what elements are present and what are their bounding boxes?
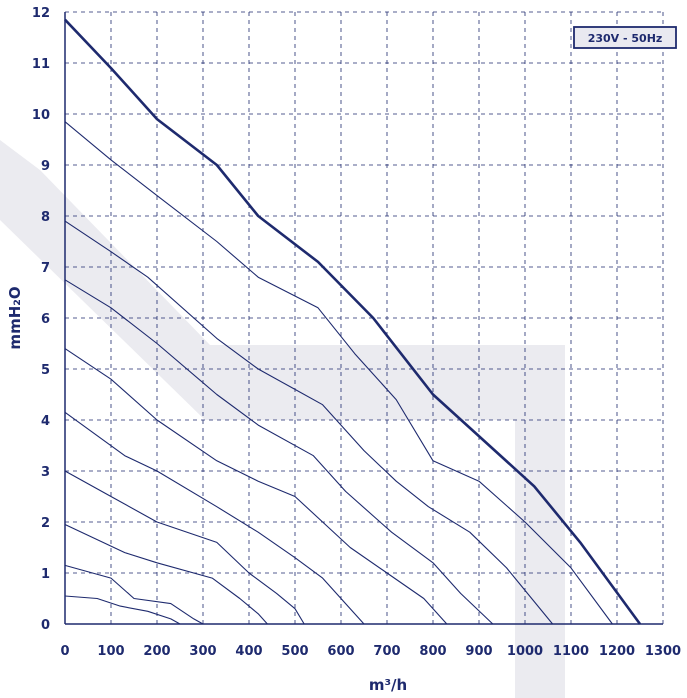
x-tick-label: 1100 — [553, 644, 589, 659]
y-tick-label: 12 — [32, 6, 50, 21]
voltage-badge-label: 230V - 50Hz — [588, 32, 663, 45]
x-tick-label: 0 — [60, 644, 69, 659]
x-tick-label: 400 — [235, 644, 262, 659]
series-line-3 — [64, 279, 494, 625]
series-line-2 — [64, 220, 554, 625]
x-tick-label: 1000 — [507, 644, 543, 659]
x-tick-label: 800 — [419, 644, 446, 659]
y-tick-label: 3 — [41, 465, 50, 480]
x-tick-label: 600 — [327, 644, 354, 659]
tick-labels: 0 100 200 300 400 500 600 700 800 900 1000 1100 1200… — [32, 6, 681, 659]
x-tick-label: 200 — [143, 644, 170, 659]
y-tick-label: 10 — [32, 108, 50, 123]
x-tick-label: 500 — [281, 644, 308, 659]
x-tick-label: 900 — [465, 644, 492, 659]
watermark-logo — [0, 140, 565, 698]
series-line-4 — [64, 348, 448, 625]
series-line-9 — [64, 595, 181, 625]
series-line-7 — [64, 524, 268, 625]
y-tick-label: 7 — [41, 261, 50, 276]
y-tick-label: 1 — [41, 567, 50, 582]
x-tick-label: 1300 — [645, 644, 681, 659]
chart-grid — [65, 11, 664, 624]
y-tick-label: 11 — [32, 57, 50, 72]
y-tick-label: 8 — [41, 210, 50, 225]
y-tick-label: 5 — [41, 363, 50, 378]
y-tick-label: 9 — [41, 159, 50, 174]
x-tick-label: 300 — [189, 644, 216, 659]
y-axis-label: mmH₂O — [6, 286, 24, 349]
x-tick-label: 700 — [373, 644, 400, 659]
series-line-1 — [64, 121, 613, 625]
series-line-8 — [64, 564, 204, 625]
voltage-badge-box — [573, 26, 677, 49]
voltage-badge: 230V - 50Hz — [573, 26, 677, 49]
y-tick-label: 2 — [41, 516, 50, 531]
series-line-max — [64, 18, 642, 625]
x-axis-label: m³/h — [369, 676, 407, 694]
x-tick-label: 100 — [97, 644, 124, 659]
watermark-shape — [0, 140, 565, 698]
y-tick-label: 0 — [41, 618, 50, 633]
series-line-6 — [64, 470, 305, 625]
y-tick-label: 6 — [41, 312, 50, 327]
x-tick-label: 1200 — [599, 644, 635, 659]
chart-series — [64, 18, 642, 625]
y-tick-label: 4 — [41, 414, 50, 429]
series-line-5 — [64, 411, 365, 625]
